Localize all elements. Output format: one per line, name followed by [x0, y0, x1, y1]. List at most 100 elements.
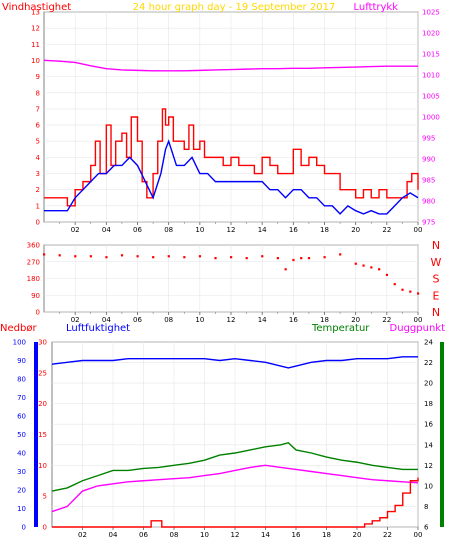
direction-point: [378, 268, 381, 271]
wind-left-ytick-label: 9: [36, 73, 40, 81]
direction-point: [167, 255, 170, 258]
wind-right-ytick-label: 1015: [422, 51, 440, 59]
wind-right-ytick-label: 1020: [422, 30, 440, 38]
temp-tick-label: 8: [424, 503, 428, 511]
humidity-tick-label: 90: [17, 357, 26, 365]
wind-right-ytick-label: 1005: [422, 93, 440, 101]
direction-point: [370, 266, 373, 269]
wind-right-ytick-label: 1025: [422, 9, 440, 17]
wind-right-ytick-label: 995: [422, 135, 435, 143]
wind-chart-title: 24 hour graph day - 19 September 2017: [133, 2, 336, 13]
direction-xtick-label: 04: [102, 316, 111, 324]
series-temperatur-line: [51, 441, 418, 492]
wind-xtick-label: 06: [133, 226, 142, 234]
direction-point: [284, 268, 287, 271]
climate-xtick-label: 02: [78, 531, 87, 539]
direction-point: [152, 256, 155, 259]
dewpoint-axis-label: Duggpunkt: [390, 323, 446, 334]
wind-xtick-label: 04: [102, 226, 111, 234]
temp-tick-label: 22: [424, 359, 433, 367]
climate-xtick-label: 10: [200, 531, 209, 539]
direction-point: [183, 256, 186, 259]
rain-tick-label: 30: [38, 339, 47, 347]
rain-axis-label: Nedbør: [0, 323, 37, 334]
direction-point: [401, 288, 404, 291]
rain-tick-label: 0: [43, 524, 47, 532]
direction-point: [339, 253, 342, 256]
temp-tick-label: 20: [424, 380, 433, 388]
wind-xtick-label: 00: [414, 226, 423, 234]
temp-tick-label: 16: [424, 421, 433, 429]
series-vindhastighet-line: [44, 108, 419, 207]
wind-right-ytick-label: 990: [422, 156, 435, 164]
climate-xtick-label: 00: [414, 531, 423, 539]
direction-point: [393, 283, 396, 286]
temp-tick-label: 14: [424, 441, 433, 449]
wind-right-ytick-label: 1010: [422, 72, 440, 80]
wind-xtick-label: 22: [382, 226, 391, 234]
direction-point: [245, 257, 248, 260]
direction-point: [230, 256, 233, 259]
direction-point: [105, 256, 108, 259]
direction-xtick-label: 16: [289, 316, 298, 324]
direction-point: [300, 257, 303, 260]
humidity-tick-label: 10: [17, 505, 26, 513]
wind-left-ytick-label: 4: [36, 154, 41, 162]
climate-xtick-label: 04: [109, 531, 118, 539]
direction-point: [307, 257, 311, 260]
wind-xtick-label: 12: [227, 226, 236, 234]
humidity-tick-label: 20: [17, 487, 26, 495]
wind-left-ytick-label: 7: [36, 105, 40, 113]
wind-right-axis-label: Lufttrykk: [353, 2, 398, 13]
direction-point: [409, 290, 412, 293]
compass-label-N: N: [432, 306, 440, 319]
rain-tick-label: 15: [38, 431, 47, 439]
direction-xtick-label: 18: [320, 316, 329, 324]
direction-point: [417, 292, 420, 295]
wind-xtick-label: 14: [258, 226, 267, 234]
rain-tick-label: 5: [43, 493, 47, 501]
humidity-tick-label: 30: [17, 468, 26, 476]
direction-point: [74, 255, 77, 258]
wind-left-ytick-label: 5: [36, 138, 40, 146]
direction-point: [261, 255, 264, 258]
climate-xtick-label: 20: [353, 531, 362, 539]
wind-left-ytick-label: 12: [31, 25, 40, 33]
direction-point: [385, 273, 389, 276]
wind-left-axis-label: Vindhastighet: [2, 2, 71, 13]
compass-label-W: W: [431, 256, 442, 269]
wind-left-ytick-label: 11: [31, 41, 40, 49]
climate-xtick-label: 14: [261, 531, 270, 539]
direction-xtick-label: 00: [414, 316, 423, 324]
direction-xtick-label: 08: [164, 316, 173, 324]
direction-left-ytick-label: 90: [31, 292, 40, 300]
wind-xtick-label: 18: [320, 226, 329, 234]
wind-left-ytick-label: 1: [36, 202, 40, 210]
direction-point: [58, 254, 61, 257]
wind-right-ytick-label: 980: [422, 198, 435, 206]
humidity-tick-label: 40: [17, 450, 26, 458]
temp-tick-label: 12: [424, 462, 433, 470]
humidity-tick-label: 50: [17, 431, 26, 439]
direction-xtick-label: 10: [195, 316, 204, 324]
rain-tick-label: 10: [38, 462, 47, 470]
direction-point: [120, 254, 124, 257]
direction-point: [214, 257, 217, 260]
series-luftfuktighet-line: [51, 356, 418, 369]
wind-left-ytick-label: 3: [36, 170, 40, 178]
rain-tick-label: 20: [38, 400, 47, 408]
series-duggpunkt-line: [51, 464, 419, 513]
direction-xtick-label: 14: [258, 316, 267, 324]
direction-xtick-label: 06: [133, 316, 142, 324]
compass-label-N: N: [432, 239, 440, 252]
climate-xtick-label: 06: [139, 531, 148, 539]
direction-xtick-label: 22: [382, 316, 391, 324]
wind-right-ytick-label: 985: [422, 177, 435, 185]
temp-tick-label: 6: [424, 524, 429, 532]
direction-xtick-label: 02: [71, 316, 80, 324]
series-vindhastighet-middel-line: [44, 139, 419, 215]
wind-left-ytick-label: 13: [31, 9, 40, 17]
wind-right-ytick-label: 975: [422, 219, 435, 227]
direction-left-ytick-label: 0: [36, 309, 40, 317]
